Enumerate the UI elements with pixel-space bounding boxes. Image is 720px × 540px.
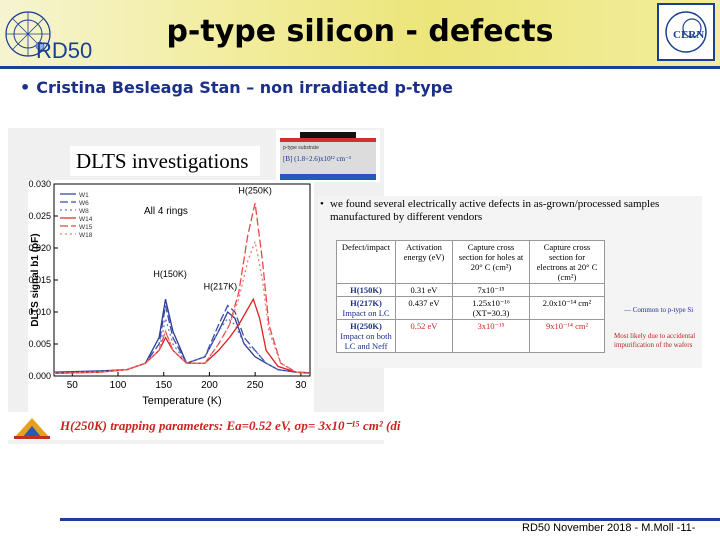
- rd50-logo: RD50: [5, 11, 92, 63]
- footer-rule: [60, 518, 720, 521]
- dlts-title: DLTS investigations: [70, 146, 260, 176]
- defect-name: H(150K): [336, 283, 396, 297]
- defect-electrons: 9x10⁻¹⁴ cm²: [529, 319, 605, 353]
- legend-entry: W6: [79, 200, 89, 207]
- x-tick-label: 150: [155, 380, 172, 391]
- defect-energy: 0.52 eV: [395, 319, 453, 353]
- defect-name: H(217K) Impact on LC: [336, 296, 396, 320]
- x-tick-label: 200: [201, 380, 218, 391]
- defect-energy: 0.437 eV: [395, 296, 453, 320]
- x-tick-label: 100: [110, 380, 127, 391]
- footer-text: RD50 November 2018 - M.Moll -11-: [522, 522, 696, 534]
- col-header-holes: Capture cross section for holes at 20° C…: [452, 240, 530, 284]
- dlts-chart: 0.000 0.005 0.010 0.015 0.020 0.025 0.030 50 100…: [28, 180, 311, 407]
- legend-entry: W14: [79, 216, 93, 223]
- defects-summary-text: we found several electrically active def…: [330, 198, 660, 223]
- header-rule: [0, 66, 720, 69]
- defects-table: Defect/impact Activation energy (eV) Cap…: [336, 240, 605, 353]
- y-tick-label: 0.010: [28, 307, 51, 317]
- defect-name: H(250K) Impact on both LC and Neff: [336, 319, 396, 353]
- cern-logo: CERN: [657, 3, 715, 61]
- table-row: H(150K) 0.31 eV 7x10⁻¹⁵: [336, 283, 605, 297]
- defect-holes: 3x10⁻¹⁵: [452, 319, 530, 353]
- sample-structure-inset: [276, 130, 380, 182]
- y-tick-label: 0.020: [28, 243, 51, 253]
- legend-entry: W8: [79, 208, 89, 215]
- x-axis-label: Temperature (K): [142, 395, 221, 407]
- defects-summary: • we found several electrically active de…: [320, 198, 680, 224]
- series-line-W8: [53, 317, 311, 374]
- col-header-energy: Activation energy (eV): [395, 240, 453, 284]
- bullet-dot-icon: •: [320, 198, 324, 210]
- speaker-bullet: • Cristina Besleaga Stan – non irradiated…: [20, 78, 453, 97]
- legend-entry: W1: [79, 192, 89, 199]
- series-line-W15: [53, 203, 311, 375]
- defect-name-text: H(150K): [350, 285, 382, 295]
- defect-impact: Impact on both LC and Neff: [340, 331, 392, 351]
- inset-doping-label: [B] (1.8÷2.6)x10¹² cm⁻³: [283, 155, 351, 163]
- x-tick-label: 250: [247, 380, 264, 391]
- annotation-rings: All 4 rings: [144, 206, 188, 217]
- trapping-parameters: H(250K) trapping parameters: Ea=0.52 eV,…: [8, 412, 400, 440]
- table-row: H(217K) Impact on LC 0.437 eV 1.25x10⁻¹⁶ …: [336, 296, 605, 320]
- peak-label-h250: H(250K): [238, 186, 272, 196]
- logo-pyramid-icon: [14, 418, 50, 439]
- defect-name-text: H(250K): [350, 321, 382, 331]
- y-tick-label: 0.025: [28, 211, 51, 221]
- defect-electrons: 2.0x10⁻¹⁴ cm²: [529, 296, 605, 320]
- y-tick-label: 0.000: [28, 371, 51, 381]
- defect-energy: 0.31 eV: [395, 283, 453, 297]
- defect-holes: 1.25x10⁻¹⁶ (XT=30.3): [452, 296, 530, 320]
- defects-panel: • we found several electrically active de…: [318, 196, 702, 368]
- note-common: — Common to p-type Si: [624, 306, 694, 314]
- series-line-W14: [53, 297, 311, 375]
- trapping-parameters-text: H(250K) trapping parameters: Ea=0.52 eV,…: [60, 418, 401, 433]
- dlts-plot: 0.000 0.005 0.010 0.015 0.020 0.025 0.030 50 100…: [28, 180, 314, 412]
- defect-holes: 7x10⁻¹⁵: [452, 283, 530, 297]
- legend-entry: W15: [79, 224, 93, 231]
- slide-header: RD50 p-type silicon - defects CERN: [0, 0, 720, 66]
- defect-electrons: [529, 283, 605, 297]
- note-accidental: Most likely due to accidental impurifica…: [614, 332, 696, 349]
- page-title: p-type silicon - defects: [166, 14, 554, 49]
- y-tick-label: 0.030: [28, 180, 51, 189]
- rd50-logo-text: RD50: [36, 38, 92, 63]
- defect-name-text: H(217K): [350, 298, 382, 308]
- y-axis-label: DLTS signal b1 (pF): [30, 233, 41, 326]
- table-row: H(250K) Impact on both LC and Neff 0.52 e…: [336, 319, 605, 353]
- x-tick-label: 30: [295, 380, 307, 391]
- col-header-defect: Defect/impact: [336, 240, 396, 284]
- defect-impact: Impact on LC: [342, 308, 390, 318]
- note-common-text: Common to p-type Si: [632, 306, 694, 314]
- x-tick-label: 50: [67, 380, 79, 391]
- table-header-row: Defect/impact Activation energy (eV) Cap…: [336, 240, 605, 284]
- legend-entry: W18: [79, 232, 93, 239]
- cern-logo-text: CERN: [673, 29, 704, 41]
- speaker-bullet-text: Cristina Besleaga Stan – non irradiated …: [36, 78, 453, 97]
- bullet-dot-icon: •: [20, 78, 31, 97]
- y-tick-label: 0.015: [28, 275, 51, 285]
- y-tick-label: 0.005: [28, 339, 51, 349]
- inset-substrate-label: p-type substrate: [283, 145, 319, 151]
- series-line-W1: [53, 299, 311, 374]
- dlts-figure: DLTS investigations p-type substrate [B]…: [8, 128, 384, 444]
- peak-label-h217: H(217K): [204, 282, 238, 292]
- peak-label-h150: H(150K): [153, 269, 187, 279]
- col-header-electrons: Capture cross section for electrons at 2…: [529, 240, 605, 284]
